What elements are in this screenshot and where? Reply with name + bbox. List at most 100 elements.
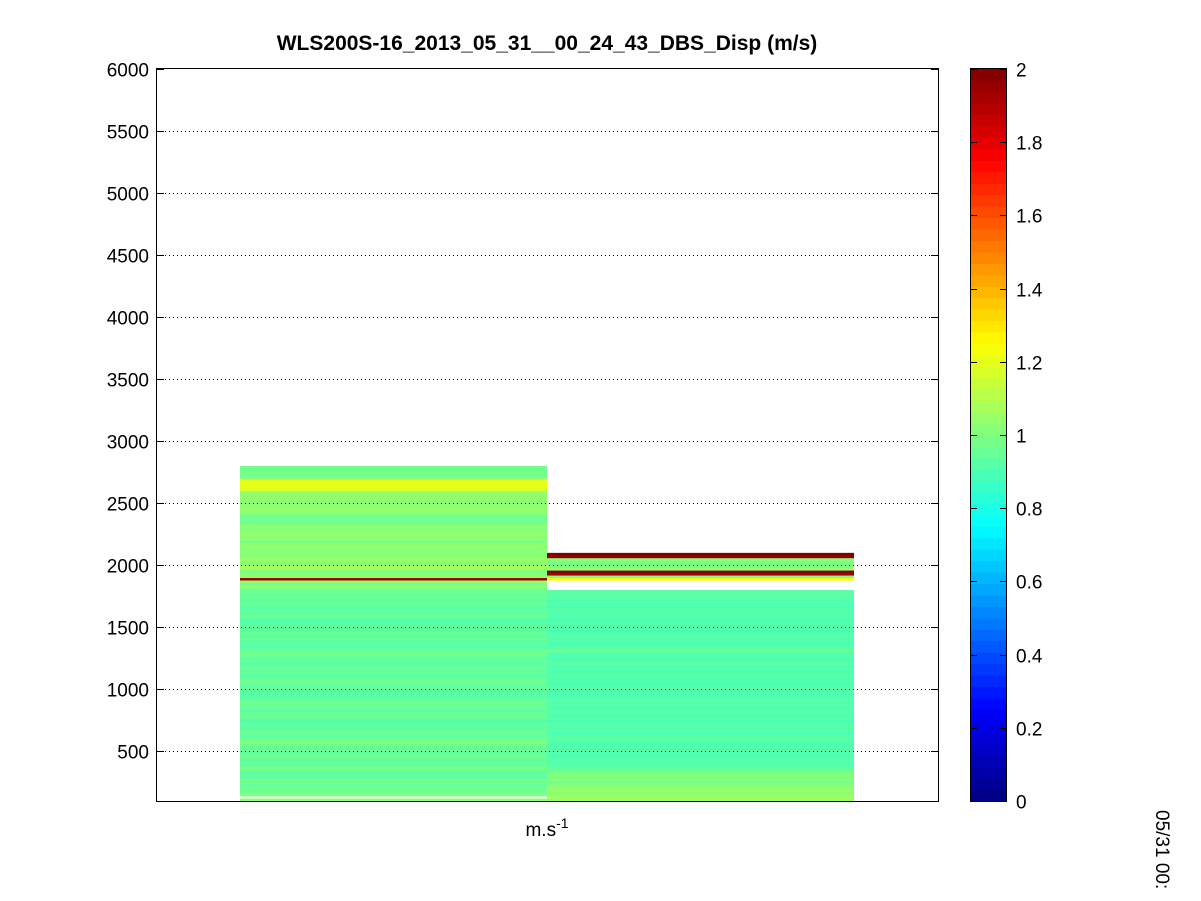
- heatmap-cell: [547, 567, 854, 571]
- heatmap-cell: [240, 570, 547, 574]
- heatmap-cell: [547, 763, 854, 767]
- heatmap-cell: [240, 763, 547, 767]
- heatmap-cell: [240, 721, 547, 725]
- heatmap-cell: [547, 689, 854, 693]
- heatmap-cell: [547, 597, 854, 601]
- heatmap-cell: [240, 567, 547, 571]
- heatmap-cell: [240, 585, 547, 588]
- heatmap-cell: [547, 751, 854, 755]
- heatmap-cell: [240, 528, 547, 531]
- heatmap-cell: [240, 681, 547, 685]
- heatmap-cell: [547, 634, 854, 638]
- heatmap-cell: [240, 766, 547, 770]
- heatmap-cell: [547, 612, 854, 616]
- heatmap-cell: [240, 490, 547, 494]
- colorbar-segment: [971, 263, 1006, 276]
- colorbar-segment: [971, 629, 1006, 642]
- heatmap-cell: [240, 582, 547, 586]
- heatmap-cell: [240, 614, 547, 618]
- heatmap-cell: [240, 495, 547, 499]
- y-tick-label: 1500: [107, 619, 149, 640]
- heatmap-cell: [240, 734, 547, 737]
- heatmap-cell: [240, 612, 547, 616]
- heatmap-cell: [547, 694, 854, 698]
- heatmap-cell: [240, 659, 547, 663]
- colorbar-ticks: 0 0.2 0.4 0.6 0.8 1 1.2 1.4 1.6 1.8 2: [971, 61, 1043, 814]
- heatmap-cell: [547, 632, 854, 636]
- heatmap-cell: [547, 738, 854, 742]
- heatmap-cell: [547, 664, 854, 668]
- colorbar-segment: [971, 423, 1006, 436]
- heatmap-cell: [240, 602, 547, 606]
- heatmap-cell: [240, 798, 547, 802]
- colorbar-segment: [971, 171, 1006, 184]
- heatmap-cell: [547, 602, 854, 606]
- heatmap-cell: [240, 657, 547, 660]
- heatmap-cell: [547, 644, 854, 648]
- heatmap-cell: [240, 600, 547, 603]
- heatmap-cell: [547, 627, 854, 631]
- colorbar-segment: [971, 560, 1006, 573]
- heatmap-cell: [240, 694, 547, 698]
- heatmap-cell: [240, 654, 547, 658]
- heatmap-cell: [547, 557, 854, 561]
- heatmap-cell: [240, 639, 547, 643]
- colorbar-segment: [971, 103, 1006, 116]
- heatmap-cell: [240, 505, 547, 509]
- heatmap-cell: [547, 609, 854, 613]
- heatmap-cell: [547, 654, 854, 658]
- heatmap-cell: [547, 560, 854, 564]
- heatmap-cell: [547, 667, 854, 670]
- colorbar-segment: [971, 366, 1006, 379]
- heatmap-cell: [547, 786, 854, 789]
- heatmap-cell: [240, 711, 547, 715]
- colorbar-tick-label: 0.8: [1016, 500, 1042, 521]
- heatmap-cell: [240, 781, 547, 784]
- colorbar-segment: [971, 274, 1006, 287]
- colorbar-segment: [971, 80, 1006, 93]
- heatmap-cell: [547, 726, 854, 730]
- heatmap-cell: [547, 711, 854, 715]
- heatmap-cell: [547, 639, 854, 643]
- heatmap-cell: [240, 572, 547, 576]
- colorbar-segment: [971, 354, 1006, 367]
- heatmap-cell: [240, 545, 547, 549]
- colorbar-segment: [971, 126, 1006, 139]
- y-axis-ticks: 500 1000 1500 2000 2500 3000 3500 4000 4500 5000 5…: [107, 61, 938, 764]
- heatmap-cell: [240, 729, 547, 732]
- heatmap-cell: [240, 622, 547, 626]
- heatmap-cell: [547, 647, 854, 650]
- heatmap-cell: [547, 676, 854, 680]
- heatmap-cell: [240, 632, 547, 636]
- heatmap-cell: [547, 575, 854, 579]
- heatmap-cell: [240, 535, 547, 539]
- colorbar-segment: [971, 400, 1006, 413]
- colorbar-segment: [971, 549, 1006, 562]
- colorbar-segment: [971, 149, 1006, 161]
- heatmap-cell: [547, 607, 854, 611]
- heatmap-cell: [547, 686, 854, 690]
- heatmap-cell: [240, 637, 547, 641]
- heatmap-cell: [240, 478, 547, 482]
- heatmap-cell: [240, 580, 547, 583]
- heatmap-cell: [547, 768, 854, 772]
- heatmap-cell: [240, 753, 547, 757]
- colorbar-segment: [971, 114, 1006, 127]
- colorbar-segment: [971, 640, 1006, 653]
- colorbar-segment: [971, 160, 1006, 173]
- heatmap-cell: [547, 746, 854, 750]
- heatmap-cell: [547, 776, 854, 780]
- colorbar-segment: [971, 217, 1006, 230]
- colorbar-segment: [971, 743, 1006, 756]
- heatmap-cell: [547, 565, 854, 569]
- colorbar-tick-label: 0.6: [1016, 573, 1042, 594]
- x-axis-label: m.s-1: [525, 815, 568, 841]
- colorbar-segment: [971, 469, 1006, 482]
- heatmap-cell: [240, 768, 547, 772]
- colorbar-segment: [971, 377, 1006, 390]
- heatmap-cell: [240, 706, 547, 710]
- colorbar-segment: [971, 526, 1006, 539]
- colorbar-segment: [971, 332, 1006, 344]
- heatmap-cell: [240, 662, 547, 665]
